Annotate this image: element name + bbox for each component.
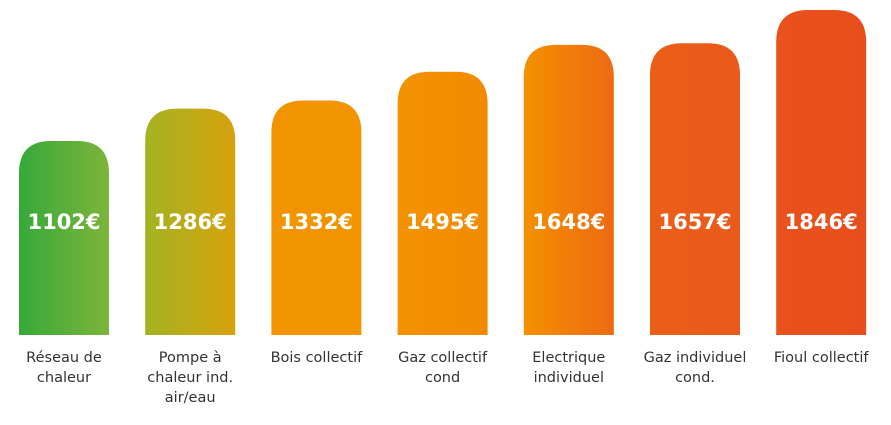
- bar: [271, 100, 362, 336]
- value-label: 1846€: [785, 210, 858, 234]
- bar: [19, 140, 109, 335]
- category-label: Gaz individuel cond.: [643, 350, 747, 386]
- category-label: Fioul collectif: [773, 350, 869, 366]
- bar: [523, 44, 614, 335]
- bar: [776, 10, 867, 335]
- bar: [145, 108, 236, 335]
- category-label: Pompe à chaleur ind. air/eau: [147, 350, 234, 406]
- category-label: Electrique individuel: [532, 350, 606, 386]
- value-label: 1102€: [27, 210, 100, 234]
- value-label: 1657€: [658, 210, 731, 234]
- category-label: Gaz collectif cond: [398, 350, 488, 386]
- category-label: Réseau de chaleur: [26, 350, 102, 386]
- value-label: 1332€: [280, 210, 353, 234]
- bar: [650, 43, 740, 335]
- bar: [397, 71, 488, 335]
- value-label: 1648€: [532, 210, 605, 234]
- value-label: 1495€: [406, 210, 479, 234]
- category-label: Bois collectif: [270, 350, 363, 366]
- value-label: 1286€: [154, 210, 227, 234]
